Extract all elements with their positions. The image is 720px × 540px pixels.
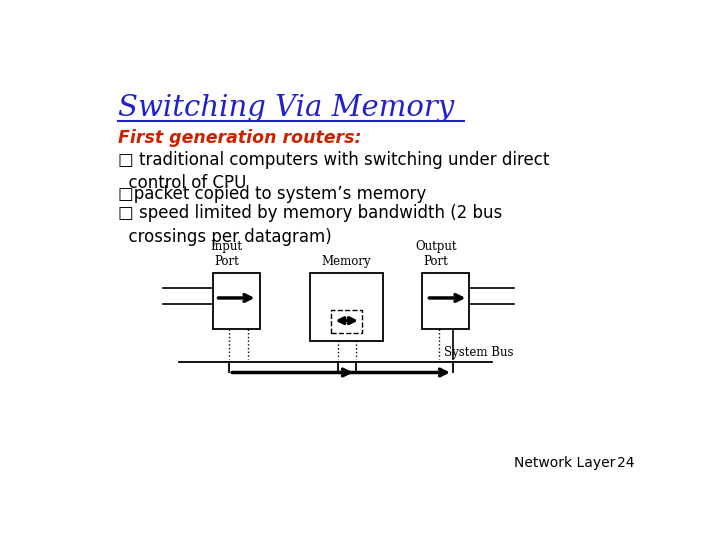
Text: □ speed limited by memory bandwidth (2 bus
  crossings per datagram): □ speed limited by memory bandwidth (2 b…: [118, 204, 502, 246]
Bar: [310, 273, 383, 341]
Text: Switching Via Memory: Switching Via Memory: [118, 94, 454, 122]
Text: □ traditional computers with switching under direct
  control of CPU: □ traditional computers with switching u…: [118, 151, 549, 192]
Text: Network Layer: Network Layer: [514, 456, 616, 470]
Text: 24: 24: [617, 456, 635, 470]
Text: System Bus: System Bus: [444, 346, 514, 359]
Bar: [331, 310, 362, 333]
Bar: [213, 273, 260, 329]
Text: □packet copied to system’s memory: □packet copied to system’s memory: [118, 185, 426, 204]
Text: Input
Port: Input Port: [211, 240, 243, 268]
Text: Memory: Memory: [322, 255, 372, 268]
Text: Output
Port: Output Port: [415, 240, 456, 268]
Text: First generation routers:: First generation routers:: [118, 129, 361, 147]
Bar: [422, 273, 469, 329]
